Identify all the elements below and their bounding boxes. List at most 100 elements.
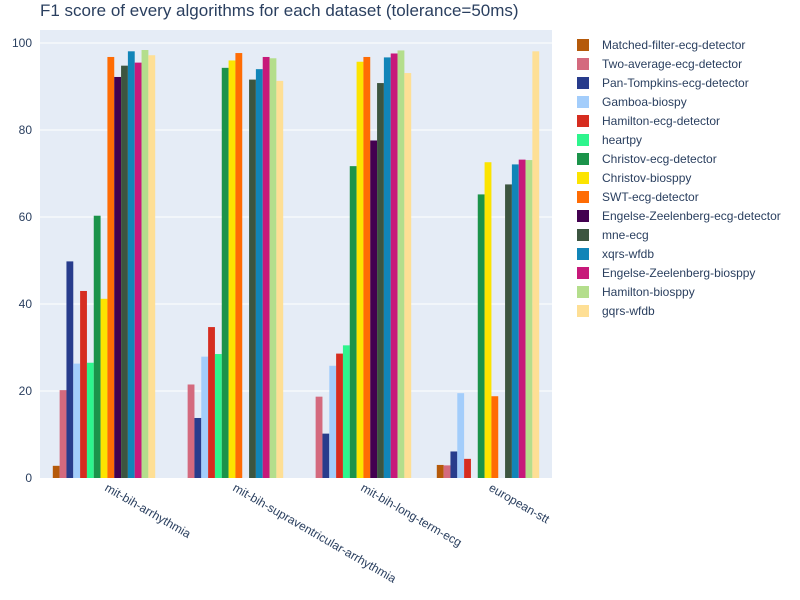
bar[interactable] <box>532 51 540 479</box>
bar[interactable] <box>249 79 256 478</box>
bar[interactable] <box>187 384 195 478</box>
legend-item[interactable]: mne-ecg <box>577 228 649 242</box>
bar[interactable] <box>370 140 378 479</box>
series-Matched-filter-ecg-detector <box>52 464 444 478</box>
bar[interactable] <box>322 433 330 478</box>
y-axis-ticks: 0 20 40 60 80 100 <box>12 36 32 485</box>
bar[interactable] <box>477 194 485 478</box>
bar[interactable] <box>356 61 364 478</box>
bar[interactable] <box>336 353 343 478</box>
x-axis-ticks: mit-bih-arrhythmia mit-bih-supraventricul… <box>103 480 553 585</box>
bar[interactable] <box>201 356 209 478</box>
bar[interactable] <box>228 60 236 478</box>
legend-label: Gamboa-biospy <box>602 95 687 109</box>
legend-swatch <box>577 134 589 146</box>
bar[interactable] <box>59 390 67 478</box>
bar[interactable] <box>377 83 384 478</box>
legend-item[interactable]: Christov-biosppy <box>577 171 691 185</box>
bar[interactable] <box>52 465 60 478</box>
bar[interactable] <box>315 396 323 478</box>
bar[interactable] <box>491 396 499 478</box>
bar[interactable] <box>127 51 135 479</box>
legend-item[interactable]: gqrs-wfdb <box>577 304 655 318</box>
bar[interactable] <box>505 184 512 478</box>
bar[interactable] <box>73 363 81 478</box>
bar[interactable] <box>86 362 94 478</box>
legend-swatch <box>577 210 589 222</box>
bar[interactable] <box>66 261 74 478</box>
legend-item[interactable]: Christov-ecg-detector <box>577 152 717 166</box>
bar[interactable] <box>443 465 451 478</box>
legend-swatch <box>577 286 589 298</box>
bar[interactable] <box>194 417 202 478</box>
bar[interactable] <box>450 451 458 478</box>
legend-label: Pan-Tompkins-ecg-detector <box>602 76 749 90</box>
legend-item[interactable]: SWT-ecg-detector <box>577 190 699 204</box>
bar[interactable] <box>214 354 222 478</box>
legend-item[interactable]: Hamilton-ecg-detector <box>577 114 720 128</box>
series-Hamilton-biosppy <box>141 50 533 479</box>
bar[interactable] <box>221 67 229 478</box>
legend-item[interactable]: Two-average-ecg-detector <box>577 57 742 71</box>
legend-swatch <box>577 305 589 317</box>
series-Pan-Tompkins-ecg-detector <box>66 261 458 478</box>
bar[interactable] <box>235 53 243 479</box>
legend-label: Two-average-ecg-detector <box>602 57 742 71</box>
bar[interactable] <box>148 55 156 478</box>
legend-swatch <box>577 172 589 184</box>
legend-label: xqrs-wfdb <box>602 247 654 261</box>
bar[interactable] <box>262 56 270 478</box>
bar[interactable] <box>134 62 142 479</box>
x-tick-label: mit-bih-long-term-ecg <box>359 480 465 549</box>
legend-swatch <box>577 153 589 165</box>
x-tick-label: european-stt <box>487 480 553 526</box>
legend-swatch <box>577 58 589 70</box>
bar[interactable] <box>269 58 277 479</box>
legend-item[interactable]: Engelse-Zeelenberg-biosppy <box>577 266 755 280</box>
bar[interactable] <box>464 458 471 478</box>
legend-label: Hamilton-biosppy <box>602 285 695 299</box>
bar[interactable] <box>329 365 337 478</box>
bar[interactable] <box>525 160 533 479</box>
bar[interactable] <box>276 80 284 478</box>
series-gqrs-wfdb <box>148 51 540 479</box>
bar[interactable] <box>80 290 87 478</box>
bar[interactable] <box>511 164 519 478</box>
bar[interactable] <box>255 69 263 479</box>
bar[interactable] <box>383 57 391 479</box>
legend-label: SWT-ecg-detector <box>602 190 699 204</box>
bar[interactable] <box>404 73 412 478</box>
legend-item[interactable]: xqrs-wfdb <box>577 247 654 261</box>
legend-item[interactable]: Hamilton-biosppy <box>577 285 695 299</box>
bar[interactable] <box>342 345 350 478</box>
bar[interactable] <box>141 50 149 478</box>
series-SWT-ecg-detector <box>107 53 499 479</box>
bar[interactable] <box>518 159 526 478</box>
legend-swatch <box>577 248 589 260</box>
bar[interactable] <box>390 53 398 479</box>
legend-item[interactable]: Matched-filter-ecg-detector <box>577 38 745 52</box>
bar[interactable] <box>397 50 405 478</box>
series-Christov-ecg-detector <box>93 67 485 478</box>
bar[interactable] <box>114 76 122 478</box>
bar[interactable] <box>363 56 371 478</box>
legend-swatch <box>577 267 589 279</box>
bar[interactable] <box>349 166 357 478</box>
legend-label: Christov-ecg-detector <box>602 152 717 166</box>
legend-label: Matched-filter-ecg-detector <box>602 38 745 52</box>
bar[interactable] <box>436 464 444 478</box>
bar[interactable] <box>107 56 115 478</box>
bar[interactable] <box>484 162 492 479</box>
legend[interactable]: Matched-filter-ecg-detector Two-average-e… <box>577 38 781 318</box>
legend-item[interactable]: Engelse-Zeelenberg-ecg-detector <box>577 209 781 223</box>
legend-swatch <box>577 77 589 89</box>
bar[interactable] <box>93 215 101 478</box>
bar[interactable] <box>457 393 465 478</box>
y-tick-label: 40 <box>19 297 33 311</box>
legend-item[interactable]: heartpy <box>577 133 642 147</box>
legend-item[interactable]: Pan-Tompkins-ecg-detector <box>577 76 749 90</box>
bar[interactable] <box>100 298 108 478</box>
bar[interactable] <box>121 65 128 479</box>
legend-item[interactable]: Gamboa-biospy <box>577 95 687 109</box>
bar[interactable] <box>208 327 215 478</box>
